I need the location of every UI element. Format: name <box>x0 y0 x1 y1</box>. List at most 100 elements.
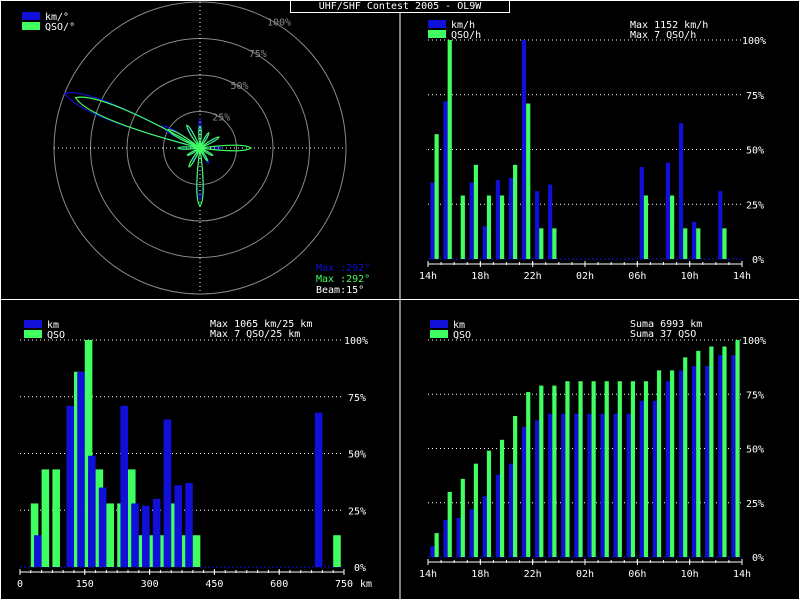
distance-bar-km <box>152 498 161 567</box>
cumulative-bar-qso <box>683 357 688 557</box>
distance-bar-km <box>34 535 42 567</box>
hourly-bar-qso <box>460 195 465 259</box>
distance-x-tick-label: 300 <box>141 579 159 590</box>
distance-x-tick-label: 450 <box>205 579 223 590</box>
cumulative-bar-km <box>469 509 474 557</box>
polar-petal-km <box>196 147 204 201</box>
hourly-bar-km <box>495 180 500 259</box>
cumulative-bar-qso <box>696 350 701 557</box>
hourly-bar-km <box>678 123 684 259</box>
cumulative-bar-km <box>456 517 461 557</box>
polar-petal-qso <box>199 147 214 156</box>
cumulative-bar-qso <box>539 385 544 557</box>
hourly-bar-qso <box>473 164 478 259</box>
cumulative-bar-km <box>613 413 618 557</box>
cumulative-x-tick-label: 14h <box>419 569 437 580</box>
hourly-legend-label-km: km/h <box>451 20 475 31</box>
hourly-legend-swatch-km <box>428 20 446 28</box>
cumulative-bar-km <box>561 413 566 557</box>
polar-ring-1 <box>163 111 237 185</box>
distance-legend-swatch-qso <box>24 330 42 338</box>
distance-legend-label-qso: QSO <box>47 330 65 341</box>
hourly-bar-km <box>718 191 723 259</box>
hourly-y-tick-label: 25% <box>746 200 764 211</box>
distance-bar-km <box>131 503 139 567</box>
distance-bar-km <box>174 485 182 567</box>
hourly-bar-km <box>482 226 487 259</box>
hourly-bar-km <box>443 101 448 259</box>
cumulative-bar-km <box>587 413 592 557</box>
hourly-bar-qso <box>513 164 518 259</box>
polar-petal-qso <box>188 147 201 168</box>
cumulative-y-tick-label: 0% <box>752 553 764 564</box>
polar-ring-label: 50% <box>231 81 249 92</box>
cumulative-bar-qso <box>643 381 649 557</box>
cumulative-bar-qso <box>552 385 557 557</box>
cumulative-bar-km <box>548 413 553 557</box>
hourly-x-tick-label: 02h <box>576 271 594 282</box>
cumulative-bar-km <box>639 400 644 557</box>
cumulative-bar-qso <box>486 450 492 557</box>
hourly-bar-qso <box>447 40 452 259</box>
polar-legend-label-qso: QSO/° <box>45 22 75 33</box>
distance-bar-qso <box>106 503 114 567</box>
hourly-bar-qso <box>643 195 649 259</box>
distance-x-tick-label: 0 <box>17 579 23 590</box>
polar-petal-qso <box>199 131 210 149</box>
distance-bar-qso <box>84 340 93 567</box>
distance-legend-swatch-km <box>24 320 42 328</box>
cumulative-legend-label-km: km <box>453 320 465 331</box>
hourly-bar-km <box>469 182 474 259</box>
cumulative-legend-swatch-km <box>430 320 448 328</box>
hourly-bar-km <box>665 162 671 259</box>
hourly-bar-qso <box>539 228 544 259</box>
polar-petal-qso <box>198 125 202 149</box>
hourly-bar-qso <box>683 228 688 259</box>
hourly-x-tick-label: 10h <box>681 271 699 282</box>
distance-y-tick-label: 25% <box>348 506 366 517</box>
cumulative-bar-qso <box>460 478 465 557</box>
distance-bar-qso <box>192 535 201 567</box>
cumulative-sum-qso: Suma 37 QSO <box>630 329 696 340</box>
cumulative-y-tick-label: 75% <box>746 390 764 401</box>
cumulative-bar-km <box>600 413 605 557</box>
cumulative-bar-km <box>652 400 657 557</box>
distance-y-tick-label: 0% <box>354 563 366 574</box>
hourly-max-km: Max 1152 km/h <box>630 20 708 31</box>
distance-x-tick-label: 750 <box>335 579 353 590</box>
cumulative-bar-qso <box>513 415 518 557</box>
cumulative-bar-qso <box>735 340 740 557</box>
cumulative-y-tick-label: 25% <box>746 499 764 510</box>
cumulative-bar-km <box>535 420 540 557</box>
cumulative-bar-km <box>482 496 487 557</box>
hourly-x-tick-label: 14h <box>733 271 751 282</box>
cumulative-bar-km <box>626 413 631 557</box>
distance-bar-km <box>142 505 150 567</box>
polar-info-beam: Beam:15° <box>316 285 364 296</box>
hourly-bar-km <box>692 221 697 259</box>
cumulative-legend-label-qso: QSO <box>453 330 471 341</box>
cumulative-bar-qso <box>591 381 596 557</box>
cumulative-x-tick-label: 02h <box>576 569 594 580</box>
cumulative-bar-km <box>718 355 723 557</box>
polar-petal-qso <box>167 129 201 149</box>
cumulative-bar-qso <box>604 381 609 557</box>
cumulative-bar-km <box>521 426 527 557</box>
hourly-y-tick-label: 50% <box>746 146 764 157</box>
distance-bar-qso <box>52 469 60 567</box>
cumulative-bar-km <box>508 463 514 557</box>
polar-info-qso-max: Max :292° <box>316 274 370 285</box>
cumulative-legend-swatch-qso <box>430 330 448 338</box>
cumulative-bar-qso <box>565 381 570 557</box>
cumulative-bar-qso <box>709 346 714 557</box>
cumulative-bar-qso <box>526 392 531 557</box>
distance-y-tick-label: 75% <box>348 393 366 404</box>
polar-info-km-max: Max :292° <box>316 263 370 274</box>
polar-petal-qso <box>196 147 204 208</box>
cumulative-bar-qso <box>656 370 662 557</box>
cumulative-sum-km: Suma 6993 km <box>630 319 702 330</box>
cumulative-bar-km <box>443 520 448 557</box>
hourly-y-tick-label: 75% <box>746 91 764 102</box>
cumulative-bar-qso <box>434 533 439 557</box>
